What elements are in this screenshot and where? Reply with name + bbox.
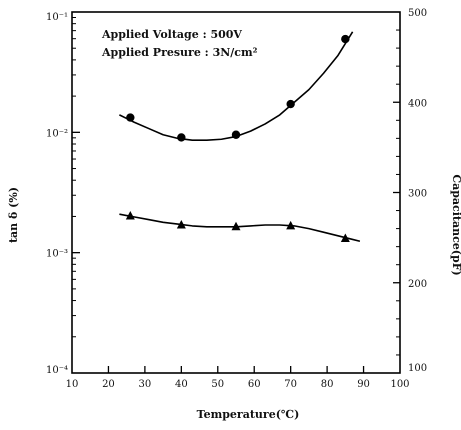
y-left-tick-label: 10⁻³ bbox=[46, 249, 68, 260]
x-tick-label: 50 bbox=[211, 379, 224, 390]
annotation-pressure: Applied Presure : 3N/cm² bbox=[101, 46, 258, 59]
y-right-tick-label: 200 bbox=[408, 279, 427, 290]
data-point-triangle bbox=[125, 210, 135, 220]
x-tick-label: 10 bbox=[66, 379, 79, 390]
x-tick-label: 90 bbox=[357, 379, 370, 390]
data-point-circle bbox=[341, 34, 350, 44]
x-tick-label: 30 bbox=[139, 379, 152, 390]
x-tick-label: 20 bbox=[102, 379, 115, 390]
data-point-triangle bbox=[231, 221, 241, 231]
data-point-circle bbox=[126, 113, 135, 122]
x-tick-label: 40 bbox=[175, 379, 188, 390]
x-tick-label: 60 bbox=[248, 379, 261, 390]
y-left-tick-label: 10⁻¹ bbox=[46, 12, 68, 23]
y-right-tick-label: 100 bbox=[408, 363, 427, 374]
series-line-triangle bbox=[119, 213, 361, 243]
left-axis: 10⁻¹ 10⁻² 10⁻³ 10⁻⁴ bbox=[46, 12, 80, 376]
data-point-triangle bbox=[340, 233, 350, 243]
x-tick-label: 80 bbox=[321, 379, 334, 390]
bottom-axis: 10 20 30 40 50 60 70 80 90 100 bbox=[66, 366, 410, 390]
annotation-voltage: Applied Voltage : 500V bbox=[101, 28, 242, 41]
data-point-triangle bbox=[176, 219, 186, 229]
y-right-tick-label: 500 bbox=[408, 8, 427, 19]
x-tick-label: 70 bbox=[284, 379, 297, 390]
data-point-circle bbox=[177, 133, 186, 142]
x-axis-title: Temperature(℃) bbox=[197, 408, 300, 421]
x-tick-label: 100 bbox=[390, 379, 409, 390]
right-axis: 100 200 300 400 500 bbox=[393, 8, 427, 374]
data-point-circle bbox=[231, 130, 241, 139]
y-right-tick-label: 300 bbox=[408, 189, 427, 200]
data-point-circle bbox=[286, 99, 295, 109]
y-left-tick-label: 10⁻⁴ bbox=[46, 365, 68, 376]
plot-frame bbox=[71, 11, 401, 374]
y-left-tick-label: 10⁻² bbox=[46, 128, 68, 139]
series-layer bbox=[119, 31, 361, 243]
y-right-axis-title: Capacitance(pF) bbox=[450, 174, 461, 275]
y-left-axis-title: tan δ (%) bbox=[7, 187, 20, 243]
y-right-tick-label: 400 bbox=[408, 98, 427, 109]
data-point-triangle bbox=[286, 220, 296, 230]
